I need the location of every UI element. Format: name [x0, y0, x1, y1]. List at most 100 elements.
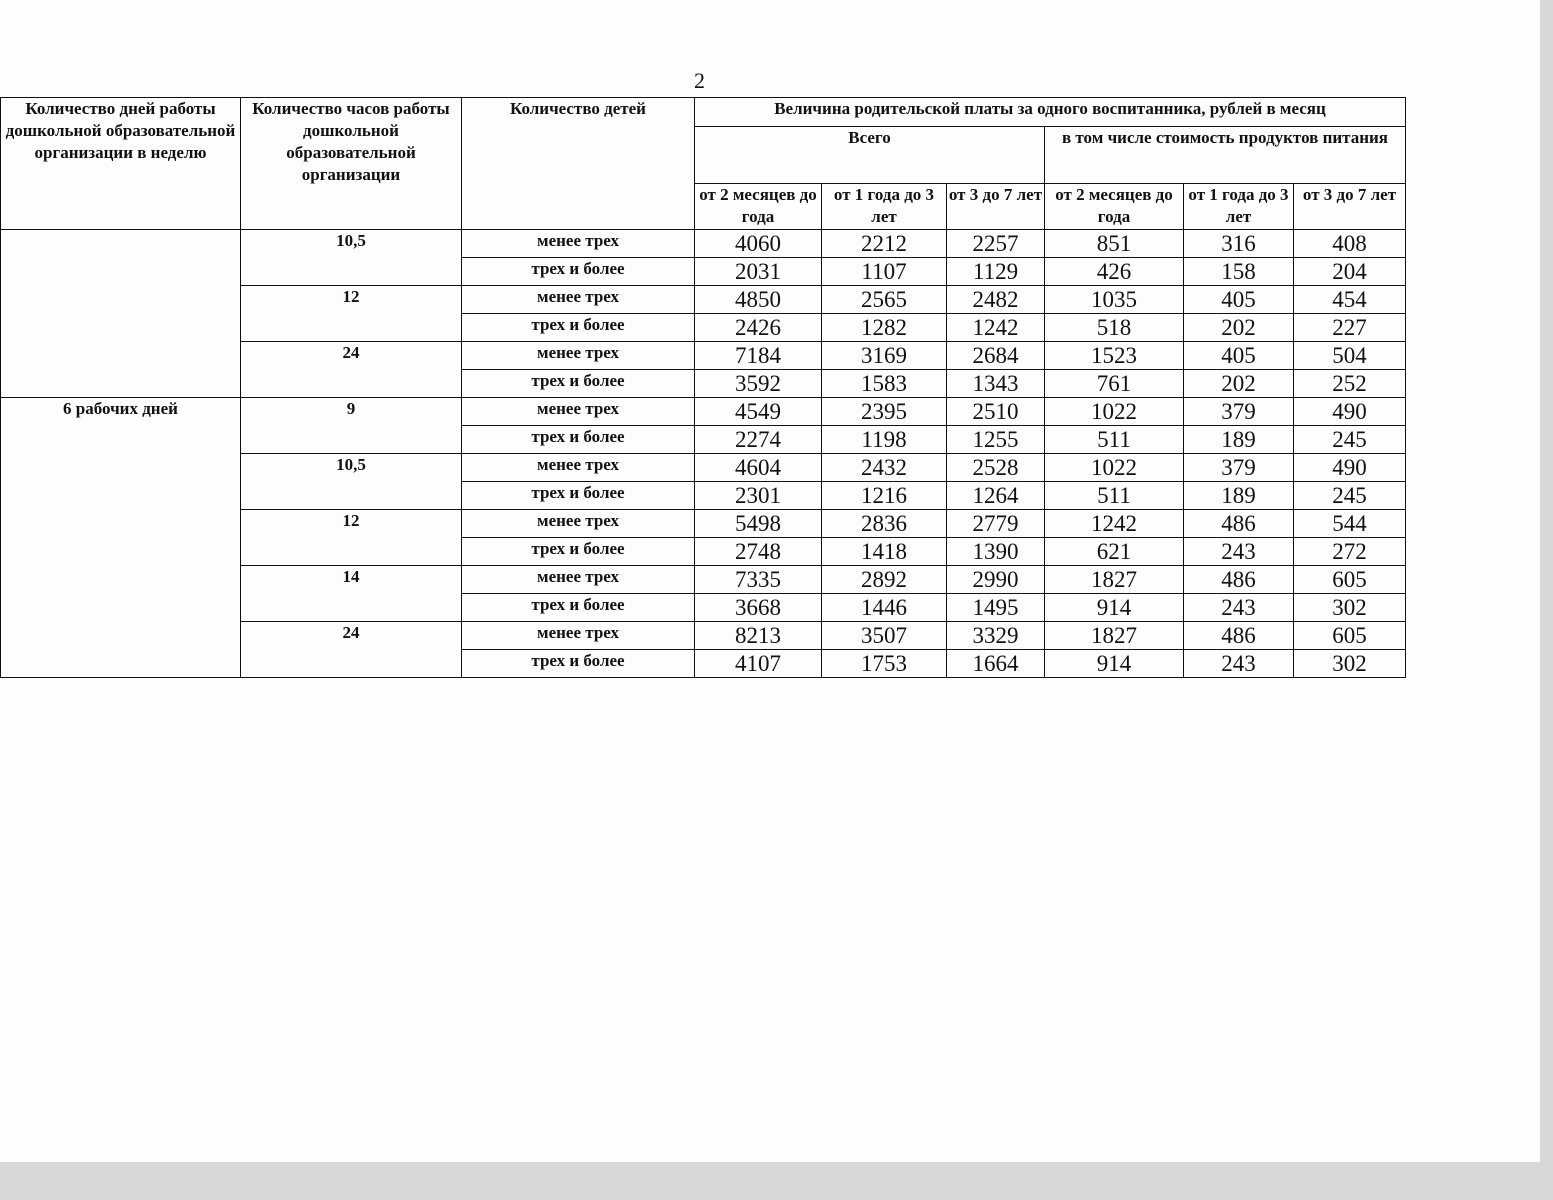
value-cell: 243 — [1183, 649, 1294, 678]
value-cell: 1242 — [1044, 509, 1184, 538]
value-cell: 379 — [1183, 397, 1294, 426]
value-cell: 2510 — [946, 397, 1045, 426]
value-cell: 302 — [1292, 593, 1407, 622]
value-cell: 243 — [1183, 537, 1294, 566]
value-cell: 5498 — [694, 509, 822, 538]
value-cell: 379 — [1183, 453, 1294, 482]
value-cell: 2836 — [821, 509, 947, 538]
value-cell: 1664 — [946, 649, 1045, 678]
table-row: 24 менее трех 8213 3507 3329 1827 486 605 — [1, 621, 1407, 678]
value-cell: 227 — [1292, 313, 1407, 342]
hours-cell: 24 — [240, 621, 462, 678]
table-row: трех и более 2426 1282 1242 518 202 227 — [1, 313, 1407, 342]
value-cell: 7184 — [694, 341, 822, 370]
value-cell: 3668 — [694, 593, 822, 622]
value-cell: 454 — [1292, 285, 1407, 314]
table-row: трех и более 4107 1753 1664 914 243 302 — [1, 649, 1407, 678]
value-cell: 158 — [1183, 257, 1294, 286]
value-cell: 316 — [1183, 229, 1294, 258]
value-cell: 4549 — [694, 397, 822, 426]
days-cell: 6 рабочих дней — [0, 397, 241, 678]
value-cell: 1107 — [821, 257, 947, 286]
value-cell: 1035 — [1044, 285, 1184, 314]
value-cell: 405 — [1183, 341, 1294, 370]
children-cell: трех и более — [461, 537, 695, 566]
value-cell: 2684 — [946, 341, 1045, 370]
children-cell: трех и более — [461, 313, 695, 342]
value-cell: 1495 — [946, 593, 1045, 622]
value-cell: 2779 — [946, 509, 1045, 538]
value-cell: 2301 — [694, 481, 822, 510]
table-row: 10,5 менее трех 4060 2212 2257 851 316 408 — [0, 229, 1407, 398]
hours-cell: 9 — [240, 397, 462, 454]
value-cell: 2257 — [946, 229, 1045, 258]
header-children: Количество детей — [461, 97, 695, 230]
table-row: 6 рабочих дней 9 менее трех 4549 2395 2510 102… — [0, 397, 1407, 678]
children-cell: менее трех — [461, 229, 695, 258]
value-cell: 3507 — [821, 621, 947, 650]
value-cell: 4850 — [694, 285, 822, 314]
header-age: от 2 месяцев до года — [694, 183, 822, 230]
value-cell: 2565 — [821, 285, 947, 314]
hours-cell: 24 — [240, 341, 462, 398]
value-cell: 761 — [1044, 369, 1184, 398]
header-age: от 2 месяцев до года — [1044, 183, 1184, 230]
hours-cell: 10,5 — [240, 453, 462, 510]
children-cell: трех и более — [461, 369, 695, 398]
value-cell: 1216 — [821, 481, 947, 510]
header-age: от 3 до 7 лет — [1292, 183, 1407, 230]
value-cell: 202 — [1183, 313, 1294, 342]
value-cell: 1418 — [821, 537, 947, 566]
value-cell: 1264 — [946, 481, 1045, 510]
value-cell: 204 — [1292, 257, 1407, 286]
value-cell: 2892 — [821, 565, 947, 594]
header-age: от 1 года до 3 лет — [1183, 183, 1294, 230]
value-cell: 3592 — [694, 369, 822, 398]
value-cell: 621 — [1044, 537, 1184, 566]
header-age: от 1 года до 3 лет — [821, 183, 947, 230]
hours-cell: 14 — [240, 565, 462, 622]
page-number: 2 — [694, 68, 705, 93]
value-cell: 504 — [1292, 341, 1407, 370]
value-cell: 1255 — [946, 425, 1045, 454]
table-row: 10,5 менее трех 4604 2432 2528 1022 379 490 — [1, 453, 1407, 510]
header-hours: Количество часов работы дошкольной образ… — [240, 97, 462, 230]
value-cell: 486 — [1183, 565, 1294, 594]
table-row: трех и более 2301 1216 1264 511 189 245 — [1, 481, 1407, 510]
value-cell: 914 — [1044, 649, 1184, 678]
value-cell: 1022 — [1044, 397, 1184, 426]
children-cell: трех и более — [461, 593, 695, 622]
value-cell: 243 — [1183, 593, 1294, 622]
children-cell: менее трех — [461, 621, 695, 650]
value-cell: 1523 — [1044, 341, 1184, 370]
value-cell: 7335 — [694, 565, 822, 594]
table-row: 14 менее трех 7335 2892 2990 1827 486 605 — [1, 565, 1407, 622]
value-cell: 4060 — [694, 229, 822, 258]
value-cell: 252 — [1292, 369, 1407, 398]
value-cell: 1022 — [1044, 453, 1184, 482]
children-cell: менее трех — [461, 453, 695, 482]
parental-fee-table: Количество дней работы дошкольной образо… — [0, 97, 1407, 678]
value-cell: 189 — [1183, 481, 1294, 510]
value-cell: 1282 — [821, 313, 947, 342]
document-page: 2 Количество дней работы дошкольной обра… — [0, 0, 1540, 1162]
value-cell: 2395 — [821, 397, 947, 426]
hours-cell: 12 — [240, 509, 462, 566]
value-cell: 851 — [1044, 229, 1184, 258]
table-row: трех и более 2748 1418 1390 621 243 272 — [1, 537, 1407, 566]
value-cell: 272 — [1292, 537, 1407, 566]
value-cell: 605 — [1292, 565, 1407, 594]
value-cell: 486 — [1183, 509, 1294, 538]
children-cell: трех и более — [461, 425, 695, 454]
value-cell: 1446 — [821, 593, 947, 622]
table-row: трех и более 3592 1583 1343 761 202 252 — [1, 369, 1407, 398]
value-cell: 1827 — [1044, 621, 1184, 650]
value-cell: 1583 — [821, 369, 947, 398]
value-cell: 2274 — [694, 425, 822, 454]
value-cell: 1242 — [946, 313, 1045, 342]
value-cell: 4604 — [694, 453, 822, 482]
header-food: в том числе стоимость продуктов питания — [1043, 126, 1407, 184]
value-cell: 202 — [1183, 369, 1294, 398]
header-fee: Величина родительской платы за одного во… — [693, 97, 1407, 127]
value-cell: 605 — [1292, 621, 1407, 650]
